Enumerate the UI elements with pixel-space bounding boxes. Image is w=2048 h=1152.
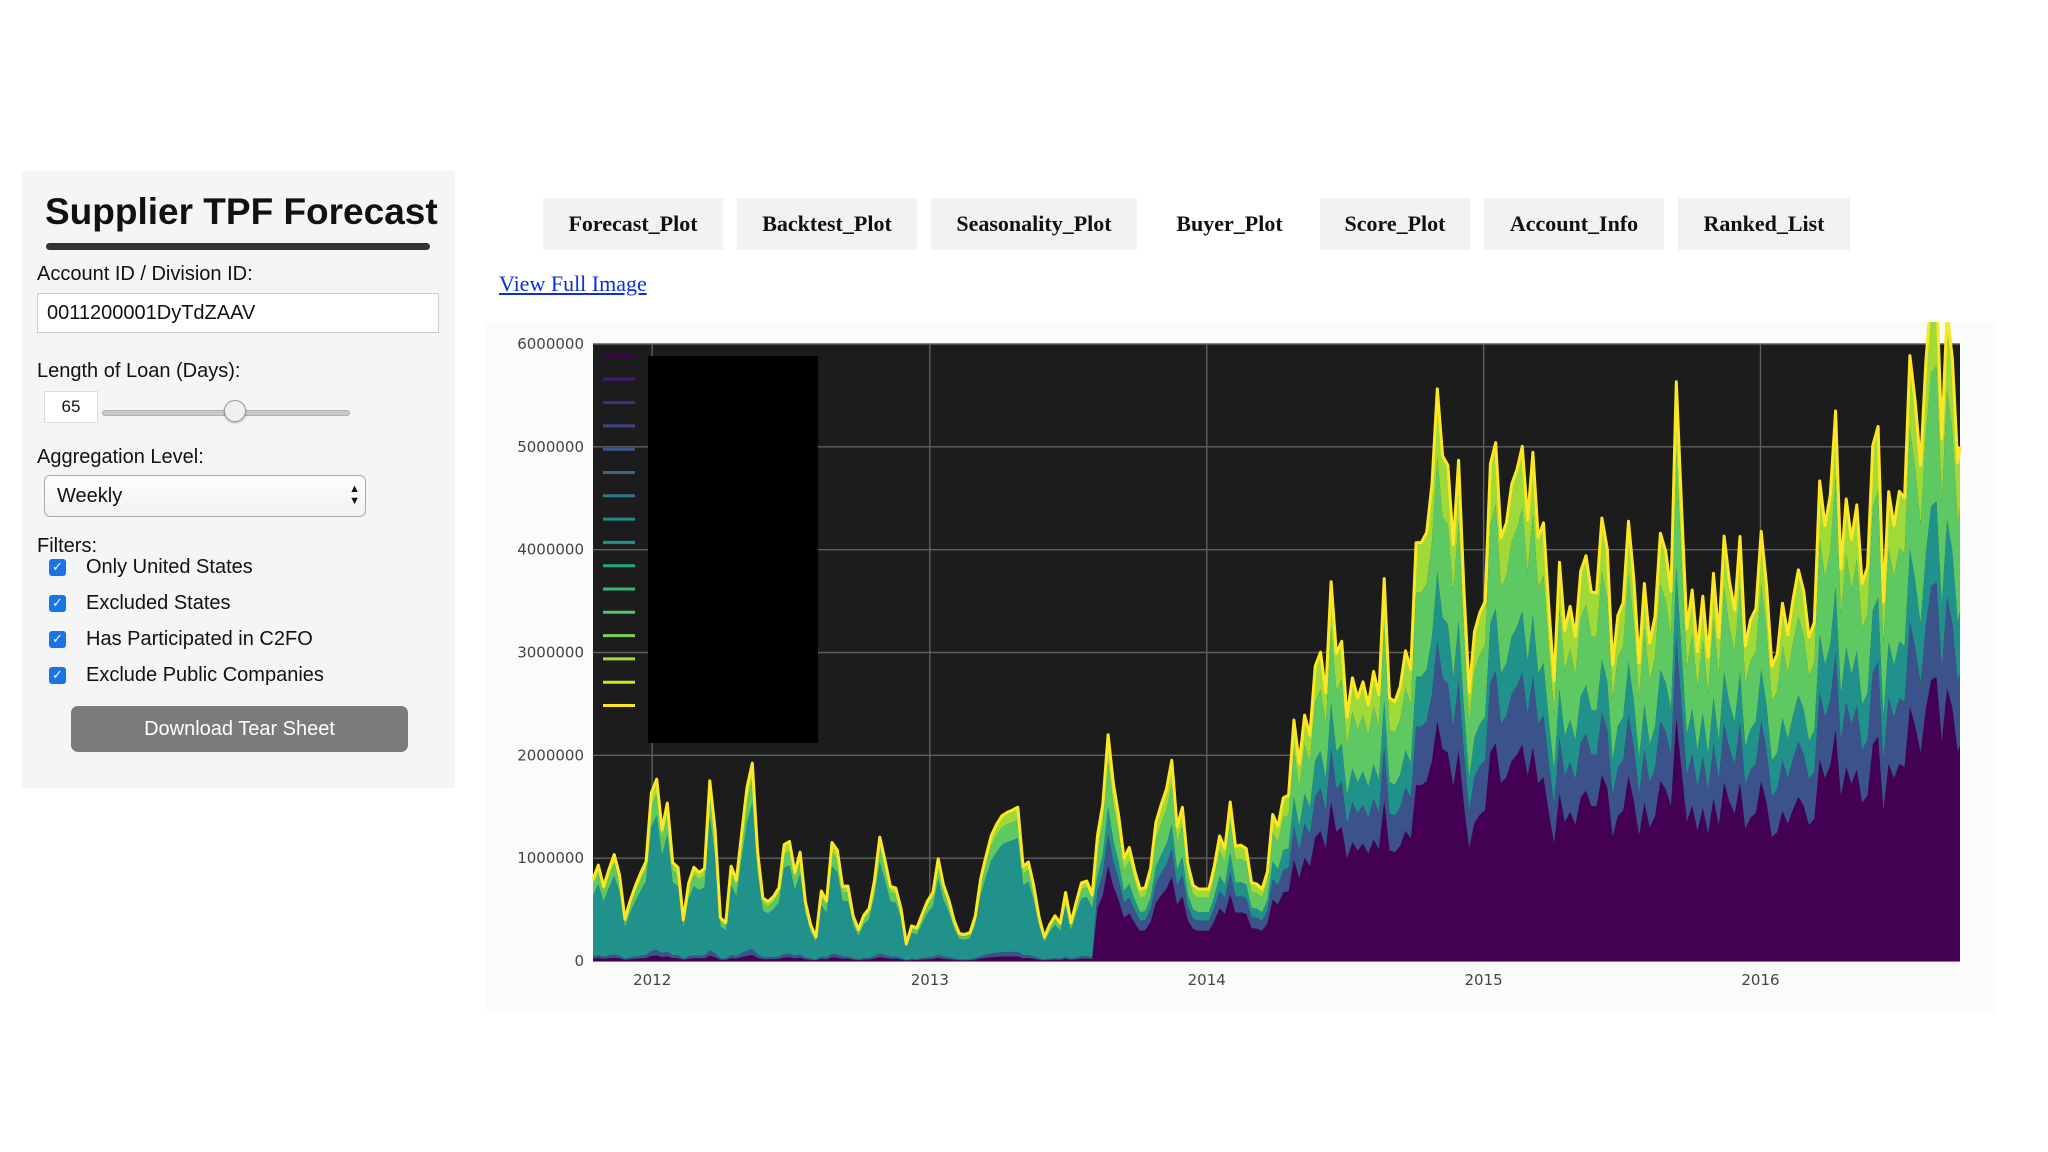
y-tick-label: 3000000 (517, 644, 584, 662)
app-title: Supplier TPF Forecast (45, 191, 438, 232)
tab-forecast-plot[interactable]: Forecast_Plot (543, 198, 723, 250)
loan-length-input[interactable] (44, 391, 98, 423)
aggregation-level-value: Weekly (57, 485, 123, 507)
sidebar: Supplier TPF Forecast Account ID / Divis… (22, 171, 455, 788)
x-tick-label: 2014 (1188, 971, 1226, 989)
x-tick-label: 2015 (1465, 971, 1503, 989)
y-tick-label: 4000000 (517, 541, 584, 559)
tab-buyer-plot[interactable]: Buyer_Plot (1152, 198, 1307, 250)
checkbox-checked-icon[interactable]: ✓ (49, 667, 66, 684)
filter-label: Has Participated in C2FO (86, 628, 313, 650)
series-layer-teal (593, 501, 1960, 960)
filters-label: Filters: (37, 535, 97, 557)
view-full-image-link[interactable]: View Full Image (499, 271, 647, 296)
series-total-line (591, 322, 1962, 946)
y-tick-label: 1000000 (517, 849, 584, 867)
buyer-stacked-area-chart: 0 1000000 2000000 3000000 4000000 5000000 6000… (517, 322, 1962, 989)
tab-ranked-list[interactable]: Ranked_List (1678, 198, 1850, 250)
checkbox-checked-icon[interactable]: ✓ (49, 631, 66, 648)
legend-redaction (648, 356, 818, 743)
checkbox-checked-icon[interactable]: ✓ (49, 559, 66, 576)
tab-seasonality-plot[interactable]: Seasonality_Plot (931, 198, 1137, 250)
loan-length-label: Length of Loan (Days): (37, 360, 241, 382)
account-id-label: Account ID / Division ID: (37, 263, 253, 285)
filter-label: Only United States (86, 556, 253, 578)
series-layer-blue (593, 582, 1960, 961)
series-layer-purple (593, 676, 1960, 961)
x-tick-label: 2013 (911, 971, 949, 989)
select-arrows-icon: ▲ ▼ (349, 483, 360, 507)
filter-label: Excluded States (86, 592, 231, 614)
title-divider (46, 243, 430, 250)
aggregation-level-label: Aggregation Level: (37, 446, 204, 468)
y-tick-label: 2000000 (517, 746, 584, 764)
y-tick-label: 5000000 (517, 438, 584, 456)
x-tick-label: 2016 (1741, 971, 1779, 989)
tab-backtest-plot[interactable]: Backtest_Plot (737, 198, 917, 250)
tab-account-info[interactable]: Account_Info (1484, 198, 1664, 250)
checkbox-checked-icon[interactable]: ✓ (49, 595, 66, 612)
x-tick-label: 2012 (633, 971, 671, 989)
tab-score-plot[interactable]: Score_Plot (1320, 198, 1470, 250)
filter-label: Exclude Public Companies (86, 664, 324, 686)
y-tick-label: 0 (574, 952, 584, 970)
loan-length-slider-thumb[interactable] (224, 400, 247, 422)
y-tick-label: 6000000 (517, 335, 584, 353)
download-tear-sheet-button[interactable]: Download Tear Sheet (71, 706, 408, 752)
buyer-plot-panel: 0 1000000 2000000 3000000 4000000 5000000 6000… (486, 322, 1996, 1012)
account-id-input[interactable] (37, 293, 439, 333)
aggregation-level-select[interactable]: Weekly ▲ ▼ (44, 475, 366, 517)
